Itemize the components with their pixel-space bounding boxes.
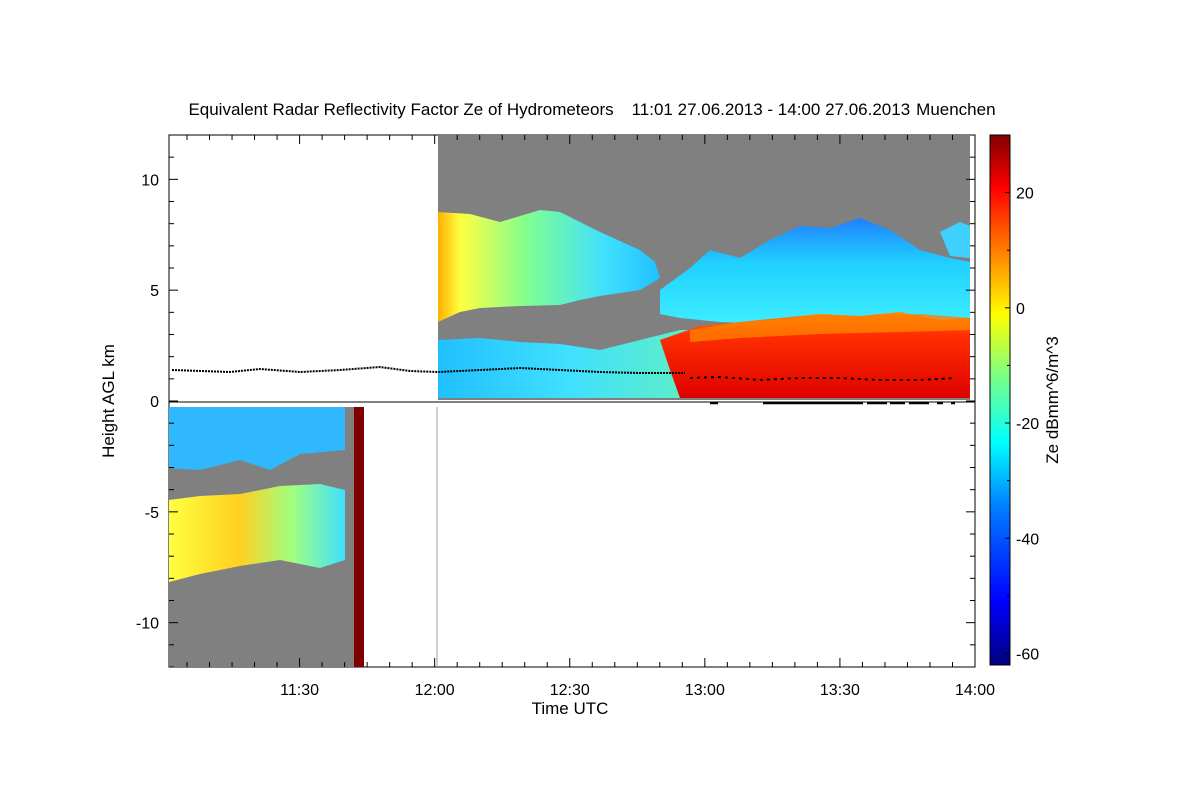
y-tick-label: 5 — [150, 283, 159, 300]
x-tick-label: 13:30 — [820, 682, 860, 699]
x-axis: 11:30 12:00 12:30 13:00 13:30 14:00 — [186, 135, 995, 699]
upper-cloud-layer-right — [660, 218, 970, 330]
lower-cloud-layer — [438, 330, 700, 398]
colorbar-label: Ze dBmm^6/m^3 — [1043, 336, 1062, 463]
x-axis-label: Time UTC — [532, 699, 609, 718]
chart-title: Equivalent Radar Reflectivity Factor Ze … — [188, 100, 995, 119]
mirror-dark-column — [354, 407, 364, 667]
colorbar-tick-label: -20 — [1016, 416, 1039, 433]
y-tick-label: -5 — [145, 505, 159, 522]
mirror-cloud-upper — [169, 407, 345, 470]
upper-cloud-layer-left — [438, 210, 660, 322]
mirror-cloud-lower — [169, 484, 345, 582]
x-tick-label: 13:00 — [685, 682, 725, 699]
colorbar — [989, 134, 1011, 666]
x-tick-label: 11:30 — [280, 682, 319, 699]
cloud-base-line-right — [689, 375, 956, 382]
y-axis: 10 5 0 -5 -10 — [136, 134, 975, 668]
colorbar-ticks: 20 0 -20 -40 -60 — [1005, 134, 1039, 663]
y-axis-label: Height AGL km — [99, 344, 118, 458]
x-tick-label: 12:30 — [550, 682, 590, 699]
colorbar-tick-label: 0 — [1016, 301, 1025, 318]
y-tick-label: -10 — [136, 616, 159, 633]
colorbar-tick-label: -40 — [1016, 531, 1039, 548]
x-tick-label: 14:00 — [955, 682, 995, 699]
cloud-base-line — [171, 365, 685, 374]
colorbar-tick-label: 20 — [1016, 186, 1034, 203]
x-tick-label: 12:00 — [415, 682, 455, 699]
colorbar-tick-label: -60 — [1016, 646, 1039, 663]
upper-cloud-fragment — [940, 222, 970, 258]
y-tick-label: 0 — [150, 394, 159, 411]
y-tick-label: 10 — [141, 172, 159, 189]
convective-core-top — [690, 314, 970, 342]
